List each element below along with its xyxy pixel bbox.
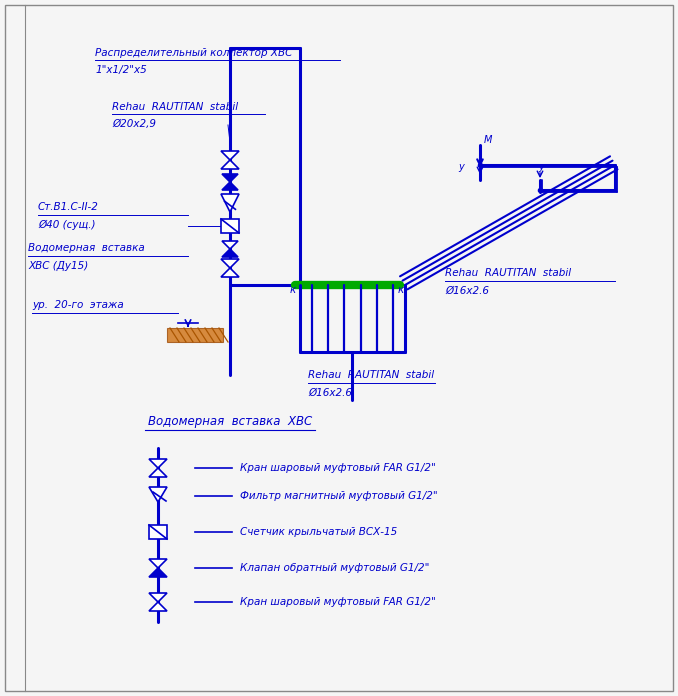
Text: у: у xyxy=(538,162,544,172)
Polygon shape xyxy=(149,593,167,602)
Text: Распределительный коллектор ХВС: Распределительный коллектор ХВС xyxy=(95,48,292,58)
Text: Водомерная  вставка  ХВС: Водомерная вставка ХВС xyxy=(148,416,312,429)
Text: Кран шаровый муфтовый FAR G1/2": Кран шаровый муфтовый FAR G1/2" xyxy=(240,463,436,473)
Text: Ø16x2.6: Ø16x2.6 xyxy=(445,286,489,296)
Text: Счетчик крыльчатый ВСХ-15: Счетчик крыльчатый ВСХ-15 xyxy=(240,527,397,537)
Polygon shape xyxy=(221,151,239,160)
Text: Rehau  RAUTITAN  stabil: Rehau RAUTITAN stabil xyxy=(308,370,434,380)
Text: к: к xyxy=(398,285,404,295)
Text: у: у xyxy=(458,162,464,172)
Polygon shape xyxy=(149,602,167,611)
Polygon shape xyxy=(149,468,167,477)
Text: Ø16x2.6: Ø16x2.6 xyxy=(308,388,352,398)
Polygon shape xyxy=(221,194,239,212)
Text: ур.  20-го  этажа: ур. 20-го этажа xyxy=(32,300,124,310)
Bar xyxy=(167,328,223,342)
Polygon shape xyxy=(149,568,167,577)
Text: Rehau  RAUTITAN  stabil: Rehau RAUTITAN stabil xyxy=(112,102,238,112)
Text: Rehau  RAUTITAN  stabil: Rehau RAUTITAN stabil xyxy=(445,268,571,278)
Text: Клапан обратный муфтовый G1/2": Клапан обратный муфтовый G1/2" xyxy=(240,563,429,573)
Polygon shape xyxy=(149,559,167,568)
Text: М: М xyxy=(484,135,492,145)
Text: ХВС (Ду15): ХВС (Ду15) xyxy=(28,261,88,271)
Text: Ø40 (сущ.): Ø40 (сущ.) xyxy=(38,220,96,230)
Text: Фильтр магнитный муфтовый G1/2": Фильтр магнитный муфтовый G1/2" xyxy=(240,491,437,501)
Polygon shape xyxy=(221,160,239,169)
Text: к: к xyxy=(290,285,296,295)
Text: 1"x1/2"x5: 1"x1/2"x5 xyxy=(95,65,146,75)
Bar xyxy=(221,219,239,233)
Text: Кран шаровый муфтовый FAR G1/2": Кран шаровый муфтовый FAR G1/2" xyxy=(240,597,436,607)
Polygon shape xyxy=(221,259,239,268)
Polygon shape xyxy=(149,487,167,502)
Bar xyxy=(149,525,167,539)
Text: Ст.В1.С-II-2: Ст.В1.С-II-2 xyxy=(38,202,99,212)
Polygon shape xyxy=(222,241,238,249)
Polygon shape xyxy=(222,182,238,190)
Polygon shape xyxy=(221,268,239,277)
Text: Ø20x2,9: Ø20x2,9 xyxy=(112,119,156,129)
Text: Водомерная  вставка: Водомерная вставка xyxy=(28,243,144,253)
Polygon shape xyxy=(222,249,238,257)
Polygon shape xyxy=(149,459,167,468)
Polygon shape xyxy=(222,174,238,182)
